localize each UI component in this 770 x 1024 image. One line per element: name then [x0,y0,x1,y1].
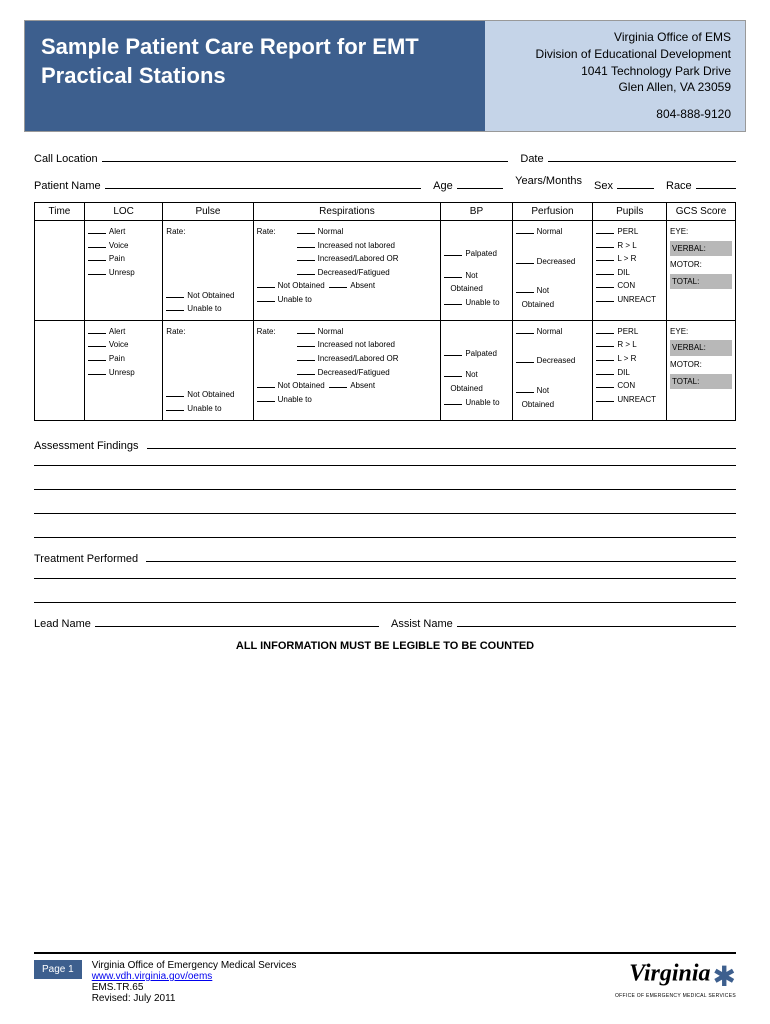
sex-field[interactable] [617,175,654,189]
pupils-cell[interactable]: PERLR > LL > RDILCONUNREACT [593,220,667,320]
lead-name-label: Lead Name [34,618,91,630]
lead-name-field[interactable] [95,613,379,627]
footer-org: Virginia Office of Emergency Medical Ser… [92,960,297,971]
legible-notice: ALL INFORMATION MUST BE LEGIBLE TO BE CO… [34,640,736,652]
loc-cell[interactable]: AlertVoicePainUnresp [84,320,162,420]
assessment-line-3[interactable] [34,500,736,514]
org-line-2: Division of Educational Development [499,46,731,63]
page: Sample Patient Care Report for EMT Pract… [0,0,770,1024]
th-time: Time [35,202,85,220]
assessment-line-1[interactable] [34,452,736,466]
loc-cell[interactable]: AlertVoicePainUnresp [84,220,162,320]
assist-name-label: Assist Name [391,618,453,630]
age-field[interactable] [457,175,503,189]
pulse-cell[interactable]: Rate:Not ObtainedUnable to [163,320,253,420]
th-gcs: GCS Score [667,202,736,220]
sex-label: Sex [594,180,613,192]
assessment-line-4[interactable] [34,524,736,538]
years-months-label: Years/Months [515,175,582,192]
age-label: Age [433,180,453,192]
treatment-line-0[interactable] [146,548,736,562]
header: Sample Patient Care Report for EMT Pract… [24,20,746,132]
footer-revised: Revised: July 2011 [92,993,297,1004]
th-bp: BP [441,202,512,220]
assessment-row: Assessment Findings [34,435,736,452]
treatment-line-2[interactable] [34,589,736,603]
th-resp: Respirations [253,202,441,220]
treatment-row: Treatment Performed [34,548,736,565]
time-cell[interactable] [35,220,85,320]
row-patient: Patient Name Age Years/Months Sex Race [34,175,736,192]
perfusion-cell[interactable]: NormalDecreasedNotObtained [512,320,593,420]
assessment-line-2[interactable] [34,476,736,490]
race-label: Race [666,180,692,192]
treatment-line-1[interactable] [34,565,736,579]
date-label: Date [520,153,543,165]
page-badge: Page 1 [34,960,82,979]
th-perf: Perfusion [512,202,593,220]
bp-cell[interactable]: PalpatedNotObtainedUnable to [441,220,512,320]
patient-name-field[interactable] [105,175,421,189]
footer-left: Page 1 Virginia Office of Emergency Medi… [34,960,296,1004]
footer-form-id: EMS.TR.65 [92,982,297,993]
footer-url[interactable]: www.vdh.virginia.gov/oems [92,971,213,982]
form-area: Call Location Date Patient Name Age Year… [0,132,770,662]
assessment-line-0[interactable] [147,435,736,449]
treatment-label: Treatment Performed [34,553,138,565]
time-cell[interactable] [35,320,85,420]
vitals-row: AlertVoicePainUnresp Rate:Not ObtainedUn… [35,220,736,320]
assist-name-field[interactable] [457,613,736,627]
assessment-lines [34,452,736,538]
names-row: Lead Name Assist Name [34,613,736,630]
th-pulse: Pulse [163,202,253,220]
resp-cell[interactable]: Rate:Normal Increased not labored Increa… [253,320,441,420]
vitals-row: AlertVoicePainUnresp Rate:Not ObtainedUn… [35,320,736,420]
gcs-cell[interactable]: EYE:VERBAL:MOTOR:TOTAL: [667,220,736,320]
th-loc: LOC [84,202,162,220]
call-location-label: Call Location [34,153,98,165]
star-of-life-icon: ✱ [713,960,736,993]
assessment-label: Assessment Findings [34,440,139,452]
header-title: Sample Patient Care Report for EMT Pract… [25,21,485,131]
footer-logo: Virginia✱ OFFICE OF EMERGENCY MEDICAL SE… [615,960,736,1004]
vitals-table: Time LOC Pulse Respirations BP Perfusion… [34,202,736,421]
logo-text: Virginia [629,961,710,987]
org-phone: 804-888-9120 [499,106,731,123]
race-field[interactable] [696,175,736,189]
call-location-field[interactable] [102,148,509,162]
pupils-cell[interactable]: PERLR > LL > RDILCONUNREACT [593,320,667,420]
date-field[interactable] [548,148,736,162]
org-line-4: Glen Allen, VA 23059 [499,79,731,96]
org-line-1: Virginia Office of EMS [499,29,731,46]
row-call-date: Call Location Date [34,148,736,165]
bp-cell[interactable]: PalpatedNotObtainedUnable to [441,320,512,420]
footer-info: Virginia Office of Emergency Medical Ser… [92,960,297,1004]
treatment-lines [34,565,736,603]
patient-name-label: Patient Name [34,180,101,192]
resp-cell[interactable]: Rate:Normal Increased not labored Increa… [253,220,441,320]
th-pupils: Pupils [593,202,667,220]
gcs-cell[interactable]: EYE:VERBAL:MOTOR:TOTAL: [667,320,736,420]
header-address: Virginia Office of EMS Division of Educa… [485,21,745,131]
pulse-cell[interactable]: Rate:Not ObtainedUnable to [163,220,253,320]
org-line-3: 1041 Technology Park Drive [499,63,731,80]
footer: Page 1 Virginia Office of Emergency Medi… [34,952,736,1004]
logo-subtitle: OFFICE OF EMERGENCY MEDICAL SERVICES [615,993,736,999]
perfusion-cell[interactable]: NormalDecreasedNotObtained [512,220,593,320]
